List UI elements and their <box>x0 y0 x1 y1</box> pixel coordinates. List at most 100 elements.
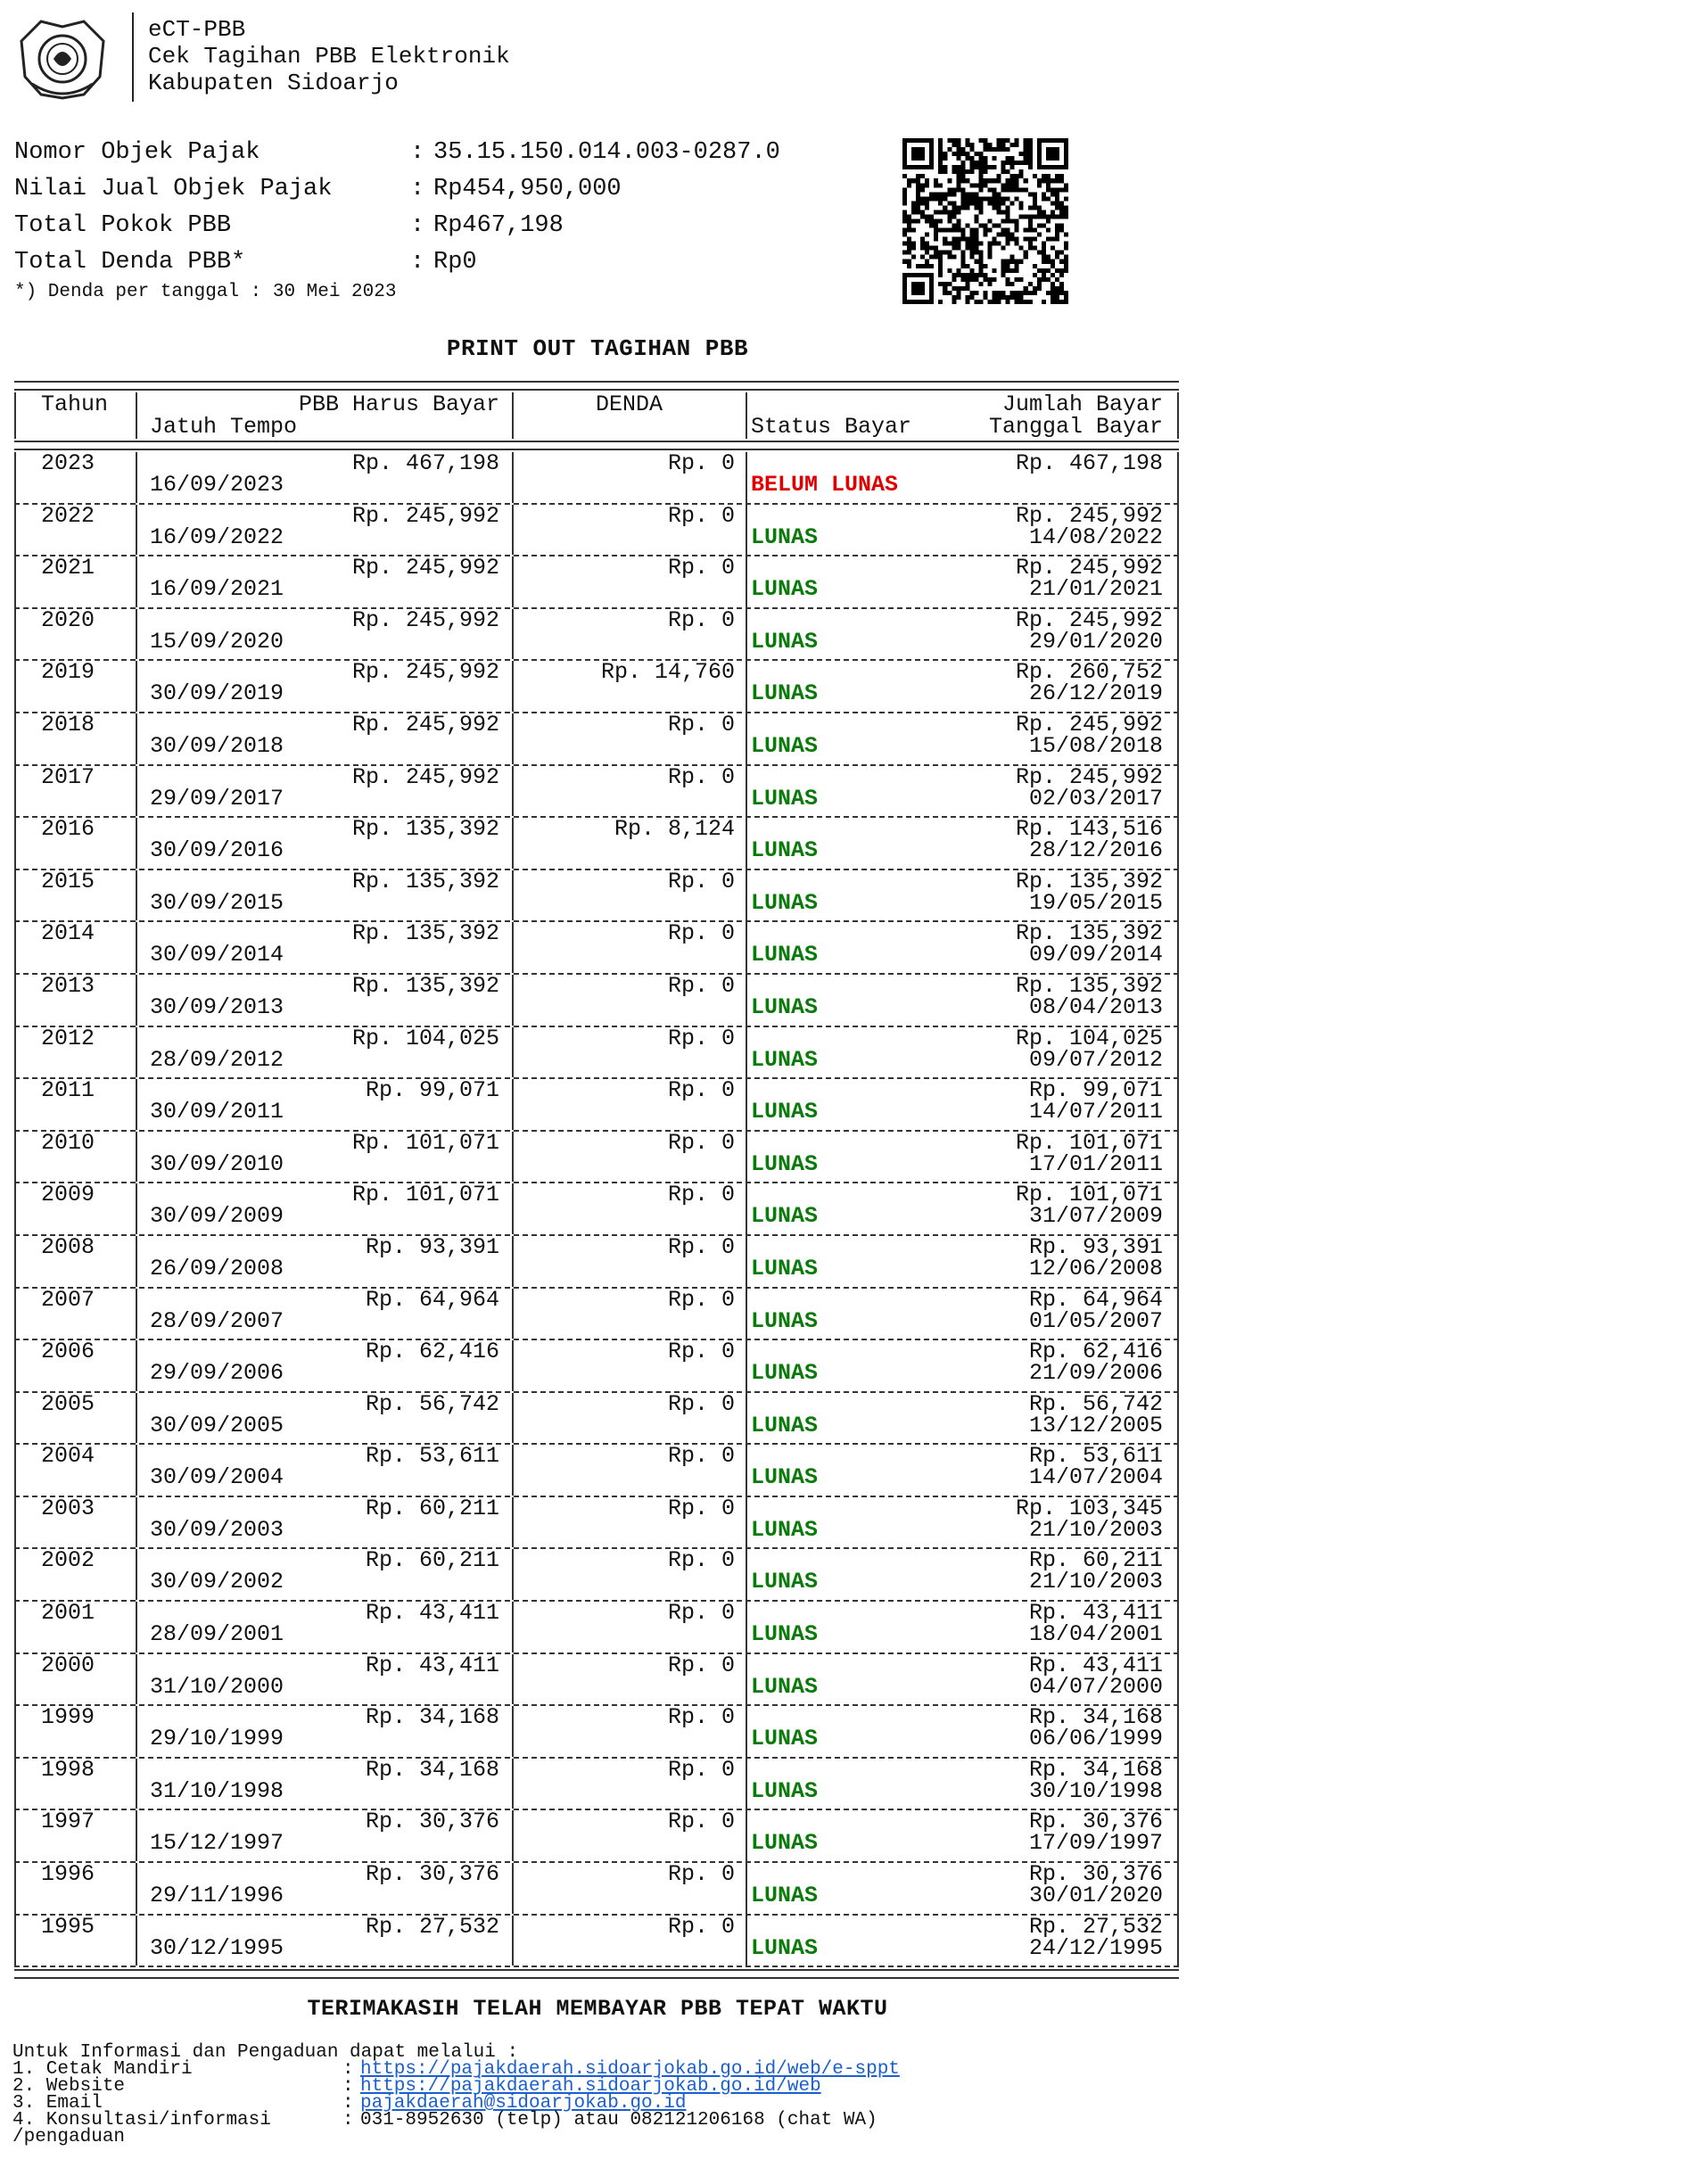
row-year: 2000 <box>41 1652 95 1678</box>
table-row: 2014 Rp. 135,392 30/09/2014 Rp. 0 LUNAS Rp. 1… <box>14 922 1179 975</box>
row-due-date: 28/09/2007 <box>150 1307 284 1334</box>
table-row: 2007 Rp. 64,964 28/09/2007 Rp. 0 LUNAS Rp. 64… <box>14 1286 1179 1341</box>
row-year: 2011 <box>41 1077 95 1104</box>
row-due-date: 16/09/2022 <box>150 523 284 550</box>
row-paid-amount: Rp. 27,532 <box>1028 1913 1163 1940</box>
row-year: 1997 <box>41 1809 95 1835</box>
row-due-date: 30/09/2009 <box>150 1203 284 1230</box>
app-name: eCT-PBB <box>148 16 246 43</box>
row-status: LUNAS <box>751 1569 819 1595</box>
double-rule <box>14 1969 1179 1980</box>
contact-link[interactable]: https://pajakdaerah.sidoarjokab.go.id/we… <box>360 2076 821 2097</box>
row-due-date: 28/09/2001 <box>150 1621 284 1648</box>
double-rule <box>14 441 1179 450</box>
row-status: BELUM LUNAS <box>751 472 899 498</box>
table-row: 2021 Rp. 245,992 16/09/2021 Rp. 0 LUNAS Rp. 2… <box>14 556 1179 609</box>
row-pbb: Rp. 30,376 <box>365 1809 499 1835</box>
row-penalty: Rp. 0 <box>667 763 735 790</box>
table-row: 1998 Rp. 34,168 31/10/1998 Rp. 0 LUNAS Rp. 34… <box>14 1756 1179 1811</box>
row-penalty: Rp. 0 <box>667 1756 735 1783</box>
thanks-message: TERIMAKASIH TELAH MEMBAYAR PBB TEPAT WAK… <box>307 1996 888 2022</box>
table-row: 2006 Rp. 62,416 29/09/2006 Rp. 0 LUNAS Rp. 62… <box>14 1340 1179 1393</box>
header-jatuh-tempo: Jatuh Tempo <box>150 414 298 440</box>
contact-item: 4. Konsultasi/informasi /pengaduan:031-8… <box>12 2110 900 2147</box>
table-row: 2000 Rp. 43,411 31/10/2000 Rp. 0 LUNAS Rp. 43… <box>14 1652 1179 1707</box>
row-paid-date: 17/01/2011 <box>1028 1150 1163 1177</box>
colon: : <box>410 138 425 166</box>
row-penalty: Rp. 0 <box>667 1339 735 1365</box>
table-row: 1995 Rp. 27,532 30/12/1995 Rp. 0 LUNAS Rp. 27… <box>14 1913 1179 1968</box>
row-status: LUNAS <box>751 1203 819 1230</box>
row-penalty: Rp. 0 <box>667 1286 735 1313</box>
table-row: 2023 Rp. 467,198 16/09/2023 Rp. 0 BELUM LUNA… <box>14 452 1179 505</box>
row-paid-amount: Rp. 53,611 <box>1028 1443 1163 1470</box>
row-penalty: Rp. 0 <box>667 868 735 894</box>
kabupaten-sidoarjo-emblem-icon <box>20 20 105 100</box>
row-penalty: Rp. 0 <box>667 1182 735 1208</box>
row-paid-date: 18/04/2001 <box>1028 1621 1163 1648</box>
row-paid-amount: Rp. 101,071 <box>1015 1182 1163 1208</box>
app-subtitle: Cek Tagihan PBB Elektronik <box>148 43 510 70</box>
table-row: 2018 Rp. 245,992 30/09/2018 Rp. 0 LUNAS Rp. 2… <box>14 713 1179 766</box>
row-year: 2020 <box>41 606 95 633</box>
print-title: PRINT OUT TAGIHAN PBB <box>446 335 749 362</box>
header: eCT-PBB Cek Tagihan PBB Elektronik Kabup… <box>148 16 510 96</box>
row-year: 2005 <box>41 1390 95 1417</box>
row-pbb: Rp. 101,071 <box>351 1182 499 1208</box>
row-year: 2008 <box>41 1233 95 1260</box>
row-paid-amount: Rp. 245,992 <box>1015 606 1163 633</box>
table-row: 2016 Rp. 135,392 30/09/2016 Rp. 8,124 LUNAS R… <box>14 818 1179 870</box>
row-penalty: Rp. 0 <box>667 606 735 633</box>
row-due-date: 30/09/2013 <box>150 993 284 1020</box>
row-pbb: Rp. 60,211 <box>365 1495 499 1521</box>
row-paid-amount: Rp. 43,411 <box>1028 1652 1163 1678</box>
contact-link[interactable]: pajakdaerah@sidoarjokab.go.id <box>360 2093 687 2114</box>
table-row: 2017 Rp. 245,992 29/09/2017 Rp. 0 LUNAS Rp. 2… <box>14 763 1179 819</box>
row-paid-amount: Rp. 135,392 <box>1015 920 1163 947</box>
row-paid-amount: Rp. 245,992 <box>1015 711 1163 738</box>
row-pbb: Rp. 43,411 <box>365 1600 499 1627</box>
row-paid-date: 30/10/1998 <box>1028 1777 1163 1804</box>
table-header: Tahun PBB Harus Bayar Jatuh Tempo DENDA … <box>14 392 1179 439</box>
contact-link[interactable]: https://pajakdaerah.sidoarjokab.go.id/we… <box>360 2059 900 2080</box>
table-body: 2023 Rp. 467,198 16/09/2023 Rp. 0 BELUM LUNA… <box>14 452 1179 1968</box>
row-paid-date: 17/09/1997 <box>1028 1830 1163 1857</box>
pokok-value: Rp467,198 <box>433 211 564 239</box>
row-pbb: Rp. 34,168 <box>365 1756 499 1783</box>
row-penalty: Rp. 0 <box>667 1233 735 1260</box>
nop-row: Nomor Objek Pajak : 35.15.150.014.003-02… <box>14 134 780 170</box>
contact-item: 1. Cetak Mandiri: https://pajakdaerah.sid… <box>12 2059 900 2080</box>
row-due-date: 30/09/2003 <box>150 1516 284 1543</box>
nop-label: Nomor Objek Pajak <box>14 138 260 166</box>
row-status: LUNAS <box>751 1412 819 1438</box>
row-pbb: Rp. 30,376 <box>365 1861 499 1888</box>
row-due-date: 30/09/2019 <box>150 680 284 707</box>
row-due-date: 30/09/2015 <box>150 889 284 916</box>
row-due-date: 30/09/2014 <box>150 942 284 968</box>
row-paid-date: 08/04/2013 <box>1028 993 1163 1020</box>
table-row: 1999 Rp. 34,168 29/10/1999 Rp. 0 LUNAS Rp. 34… <box>14 1706 1179 1759</box>
row-pbb: Rp. 135,392 <box>351 816 499 843</box>
row-year: 2010 <box>41 1129 95 1156</box>
row-penalty: Rp. 8,124 <box>614 816 735 843</box>
row-paid-date: 14/07/2011 <box>1028 1099 1163 1125</box>
row-paid-date: 14/08/2022 <box>1028 523 1163 550</box>
qr-code-icon <box>902 138 1068 304</box>
row-pbb: Rp. 135,392 <box>351 920 499 947</box>
row-penalty: Rp. 0 <box>667 1495 735 1521</box>
denda-row: Total Denda PBB* : Rp0 <box>14 243 780 280</box>
row-pbb: Rp. 245,992 <box>351 502 499 529</box>
row-year: 2004 <box>41 1443 95 1470</box>
row-year: 2003 <box>41 1495 95 1521</box>
row-status: LUNAS <box>751 1726 819 1752</box>
row-year: 2009 <box>41 1182 95 1208</box>
row-penalty: Rp. 14,760 <box>600 659 735 686</box>
contact-label: 4. Konsultasi/informasi /pengaduan <box>12 2110 271 2147</box>
row-paid-amount: Rp. 103,345 <box>1015 1495 1163 1521</box>
pokok-label: Total Pokok PBB <box>14 211 232 239</box>
row-paid-date: 28/12/2016 <box>1028 837 1163 864</box>
row-due-date: 29/09/2006 <box>150 1360 284 1387</box>
row-due-date: 26/09/2008 <box>150 1255 284 1282</box>
row-status: LUNAS <box>751 1516 819 1543</box>
row-year: 2018 <box>41 711 95 738</box>
